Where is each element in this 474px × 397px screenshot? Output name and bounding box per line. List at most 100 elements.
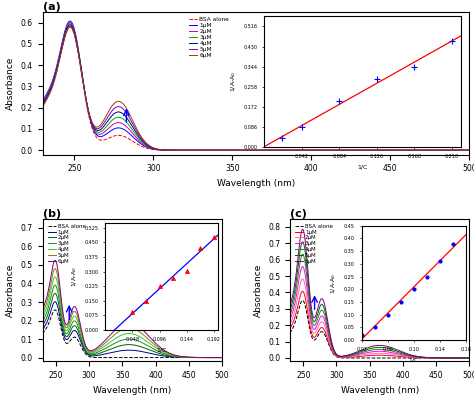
6μM: [146, 333, 151, 338]
Line: BSA alone: BSA alone: [43, 310, 222, 358]
6μM: [393, 347, 399, 352]
1μM: [422, 355, 428, 360]
1μM: [40, 328, 46, 332]
4μM: [234, 148, 239, 152]
Line: 5μM: 5μM: [290, 242, 469, 358]
6μM: [86, 348, 92, 353]
5μM: [68, 23, 73, 28]
5μM: [72, 309, 78, 314]
2μM: [40, 100, 46, 105]
5μM: [86, 349, 92, 354]
5μM: [146, 337, 151, 342]
3μM: [393, 351, 399, 356]
5μM: [287, 308, 293, 313]
1μM: [466, 148, 472, 152]
3μM: [234, 148, 239, 152]
1μM: [287, 326, 293, 331]
4μM: [150, 146, 156, 150]
2μM: [422, 355, 428, 360]
3μM: [319, 314, 325, 318]
5μM: [466, 148, 472, 152]
Line: 1μM: 1μM: [290, 291, 469, 358]
BSA alone: [52, 308, 58, 312]
Text: (b): (b): [43, 209, 61, 219]
6μM: [334, 352, 339, 357]
BSA alone: [116, 133, 122, 138]
3μM: [466, 356, 472, 360]
Line: 3μM: 3μM: [290, 266, 469, 358]
4μM: [40, 102, 46, 107]
Line: BSA alone: BSA alone: [290, 301, 469, 358]
BSA alone: [40, 102, 46, 107]
Line: 6μM: 6μM: [43, 260, 222, 358]
Line: 5μM: 5μM: [43, 269, 222, 358]
6μM: [40, 104, 46, 109]
6μM: [292, 148, 298, 152]
2μM: [334, 353, 339, 358]
4μM: [393, 350, 399, 355]
4μM: [362, 148, 367, 152]
5μM: [466, 356, 472, 360]
5μM: [121, 326, 127, 331]
6μM: [175, 353, 181, 358]
Y-axis label: Absorbance: Absorbance: [6, 56, 15, 110]
3μM: [116, 115, 122, 119]
2μM: [292, 148, 298, 152]
Line: 3μM: 3μM: [43, 285, 222, 358]
5μM: [219, 355, 225, 360]
6μM: [319, 296, 325, 301]
5μM: [422, 355, 428, 360]
4μM: [219, 355, 225, 360]
1μM: [121, 348, 127, 353]
Line: 2μM: 2μM: [43, 293, 222, 358]
BSA alone: [287, 331, 293, 335]
X-axis label: Wavelength (nm): Wavelength (nm): [93, 385, 172, 395]
4μM: [52, 274, 58, 279]
BSA alone: [300, 298, 305, 303]
5μM: [234, 148, 239, 152]
4μM: [292, 148, 298, 152]
5μM: [362, 148, 367, 152]
2μM: [40, 324, 46, 328]
BSA alone: [292, 148, 298, 152]
4μM: [422, 355, 428, 360]
1μM: [86, 353, 92, 358]
5μM: [175, 354, 181, 358]
Legend: BSA alone, 1μM, 2μM, 3μM, 4μM, 5μM, 6μM: BSA alone, 1μM, 2μM, 3μM, 4μM, 5μM, 6μM: [46, 222, 88, 266]
1μM: [67, 19, 73, 23]
4μM: [116, 110, 122, 114]
3μM: [121, 337, 127, 342]
1μM: [72, 328, 78, 333]
2μM: [407, 355, 413, 359]
5μM: [319, 302, 325, 307]
4μM: [407, 353, 413, 358]
3μM: [40, 101, 46, 106]
Line: 6μM: 6μM: [43, 27, 469, 150]
6μM: [287, 304, 293, 308]
3μM: [175, 354, 181, 359]
3μM: [369, 349, 374, 354]
BSA alone: [319, 329, 325, 334]
Line: 4μM: 4μM: [290, 254, 469, 358]
5μM: [150, 146, 156, 150]
3μM: [300, 264, 305, 269]
1μM: [466, 356, 472, 360]
5μM: [407, 353, 413, 358]
6μM: [40, 308, 46, 312]
4μM: [72, 314, 78, 318]
5μM: [300, 239, 305, 244]
5μM: [369, 346, 374, 351]
Line: 4μM: 4μM: [43, 25, 469, 150]
Line: 2μM: 2μM: [43, 22, 469, 150]
Legend: BSA alone, 1μM, 2μM, 3μM, 4μM, 5μM, 6μM: BSA alone, 1μM, 2μM, 3μM, 4μM, 5μM, 6μM: [293, 222, 335, 266]
BSA alone: [160, 355, 165, 360]
1μM: [234, 148, 239, 152]
Legend: BSA alone, 1μM, 2μM, 3μM, 4μM, 5μM, 6μM: BSA alone, 1μM, 2μM, 3μM, 4μM, 5μM, 6μM: [186, 15, 231, 60]
5μM: [393, 348, 399, 353]
4μM: [466, 148, 472, 152]
1μM: [319, 325, 325, 330]
Line: BSA alone: BSA alone: [43, 27, 469, 150]
1μM: [175, 355, 181, 360]
BSA alone: [121, 355, 127, 360]
3μM: [407, 354, 413, 358]
